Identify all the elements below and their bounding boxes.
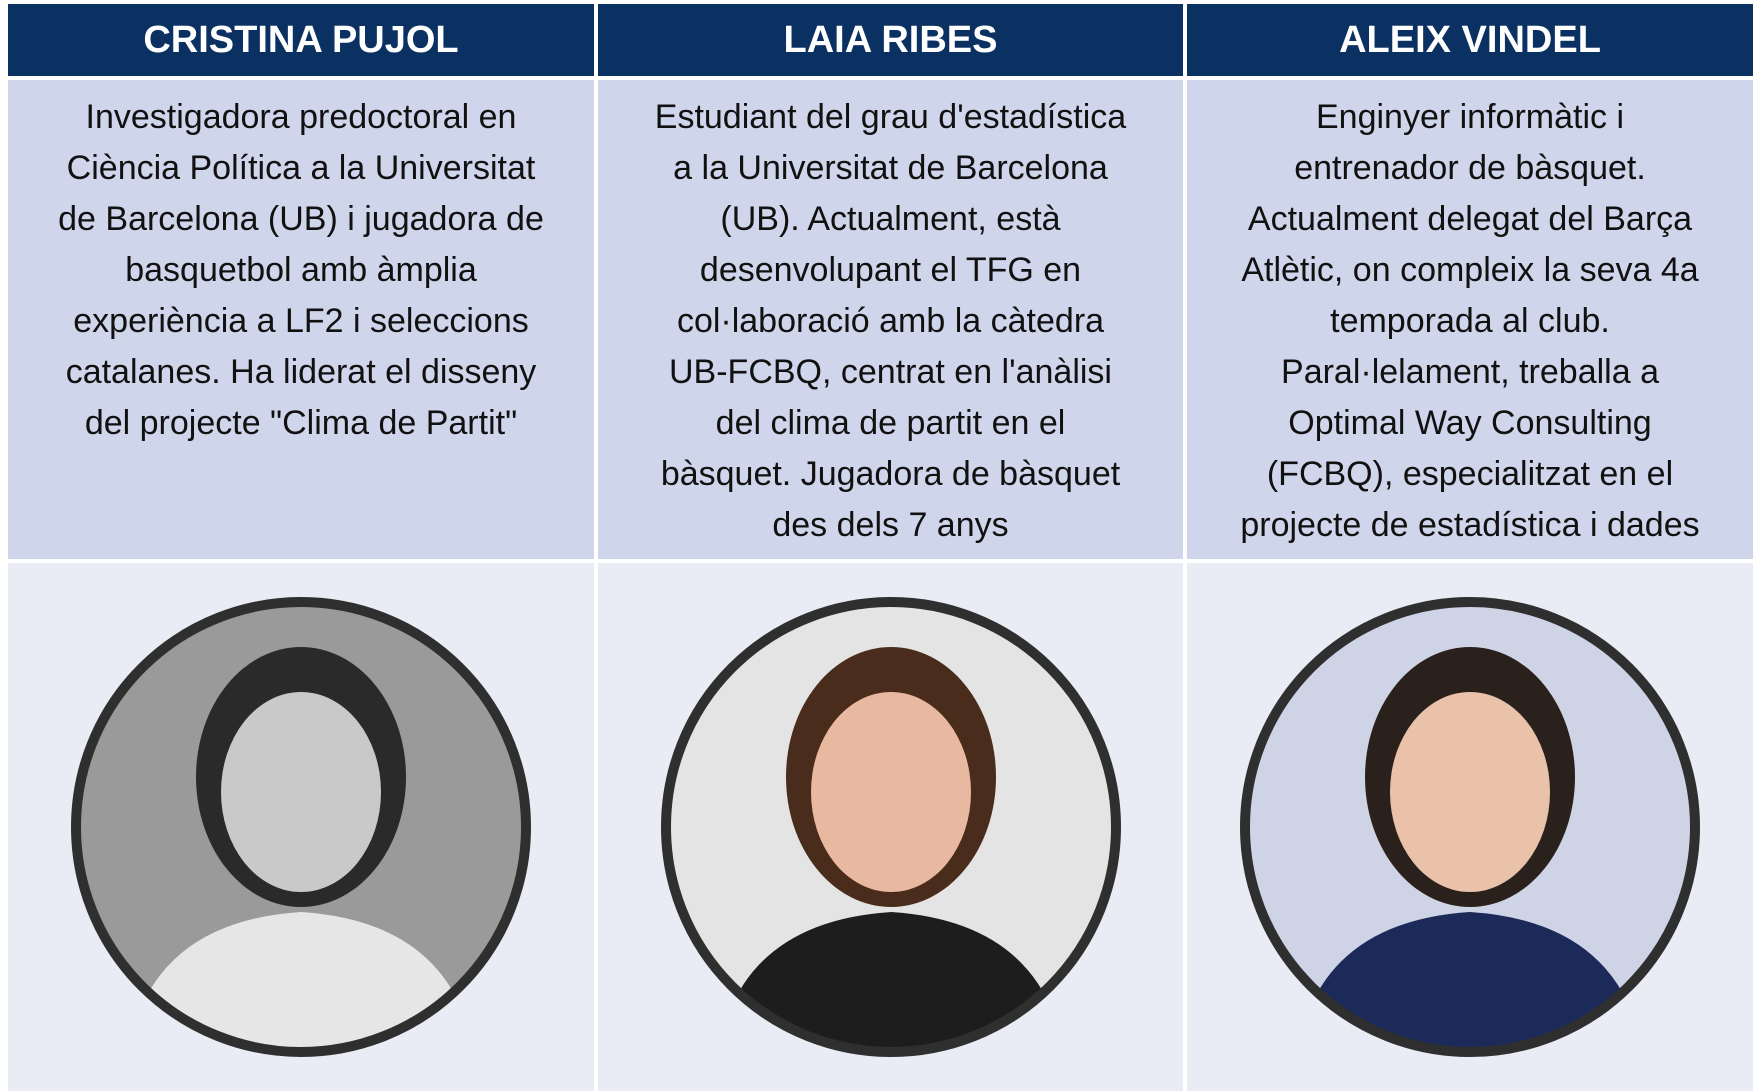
description-line: Optimal Way Consulting: [1288, 404, 1652, 442]
description-line: (UB). Actualment, està: [720, 200, 1061, 238]
description-line: temporada al club.: [1330, 302, 1610, 340]
description-line: experiència a LF2 i seleccions: [73, 302, 529, 340]
description-line: del clima de partit en el: [715, 404, 1066, 442]
photo-cell: [8, 563, 594, 1091]
description-line: de Barcelona (UB) i jugadora de: [58, 200, 544, 238]
description-line: projecte de estadística i dades: [1240, 506, 1700, 544]
column-header: ALEIX VINDEL: [1187, 4, 1753, 76]
description-line: a la Universitat de Barcelona: [673, 149, 1108, 187]
description-line: des dels 7 anys: [772, 506, 1009, 544]
photo-cell: [1187, 563, 1753, 1091]
description-line: bàsquet. Jugadora de bàsquet: [660, 455, 1121, 493]
description-line: (FCBQ), especialitzat en el: [1266, 455, 1674, 493]
portrait: [71, 597, 531, 1057]
description-line: entrenador de bàsquet.: [1294, 149, 1646, 187]
description-line: del projecte "Clima de Partit": [84, 404, 518, 442]
description: Estudiant del grau d'estadística a la Uni…: [598, 80, 1183, 559]
description-line: basquetbol amb àmplia: [125, 251, 477, 289]
description-line: Investigadora predoctoral en: [85, 98, 517, 136]
column-header: LAIA RIBES: [598, 4, 1183, 76]
column-header: CRISTINA PUJOL: [8, 4, 594, 76]
description-line: catalanes. Ha liderat el disseny: [65, 353, 537, 391]
description: Enginyer informàtic i entrenador de bàsqu…: [1187, 80, 1753, 559]
description-line: Ciència Política a la Universitat: [66, 149, 536, 187]
description-line: Paral·lelament, treballa a: [1281, 353, 1659, 391]
description: Investigadora predoctoral en Ciència Polí…: [8, 80, 594, 559]
description-line: Enginyer informàtic i: [1315, 98, 1624, 136]
portrait: [1240, 597, 1700, 1057]
photo-cell: [598, 563, 1183, 1091]
portrait: [660, 597, 1121, 1057]
description-line: Atlètic, on compleix la seva 4a: [1241, 251, 1699, 289]
description-line: UB-FCBQ, centrat en l'anàlisi: [669, 353, 1112, 391]
description-line: desenvolupant el TFG en: [699, 251, 1082, 289]
description-line: Estudiant del grau d'estadística: [654, 98, 1127, 136]
description-line: Actualment delegat del Barça: [1247, 200, 1693, 238]
description-line: col·laboració amb la càtedra: [676, 302, 1105, 340]
